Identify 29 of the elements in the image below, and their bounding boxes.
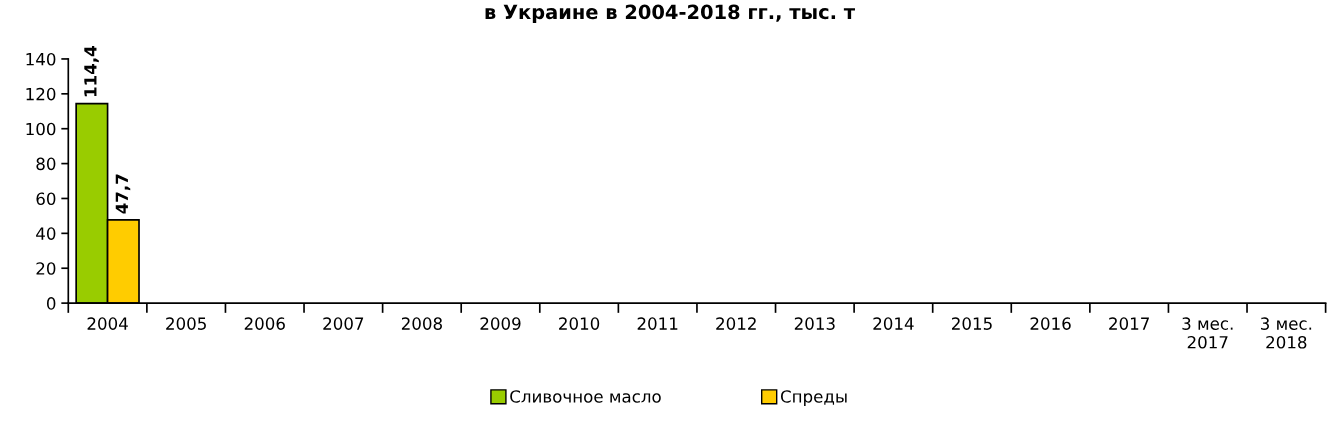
x-tick-label: 2017 — [1109, 317, 1149, 330]
x-tick-label: 2015 — [952, 317, 992, 330]
x-tick-label: 2013 — [794, 317, 835, 330]
x-tick-label: 2004 — [87, 317, 128, 330]
y-tick-label: 120 — [26, 87, 56, 101]
y-tick-label: 60 — [36, 192, 56, 206]
x-tick-label: 2008 — [401, 317, 442, 330]
data-label: 47,7 — [115, 174, 131, 214]
x-tick-label: 3 мес. 2018 — [1260, 317, 1312, 349]
chart-title: в Украине в 2004-2018 гг., тыс. т — [485, 4, 855, 24]
x-tick-label: 2011 — [637, 317, 678, 330]
y-tick-label: 0 — [46, 297, 56, 310]
x-tick-label: 3 мес. 2017 — [1182, 317, 1233, 349]
x-tick-label: 2012 — [716, 317, 756, 330]
x-tick-label: 2014 — [873, 317, 914, 330]
y-tick-label: 20 — [36, 262, 56, 275]
x-tick-label: 2010 — [559, 317, 600, 330]
data-label: 114,4 — [84, 46, 99, 97]
x-tick-label: 2009 — [480, 317, 521, 330]
y-tick-label: 140 — [26, 52, 56, 66]
x-tick-label: 2007 — [323, 317, 364, 330]
legend-label: Спреды — [780, 390, 847, 406]
x-tick-label: 2006 — [244, 317, 285, 330]
legend-label: Сливочное масло — [510, 390, 661, 403]
y-tick-label: 40 — [36, 227, 56, 240]
x-tick-label: 2016 — [1030, 317, 1071, 330]
x-tick-label: 2005 — [166, 317, 206, 330]
y-tick-label: 100 — [26, 122, 56, 136]
y-tick-label: 80 — [36, 157, 56, 171]
